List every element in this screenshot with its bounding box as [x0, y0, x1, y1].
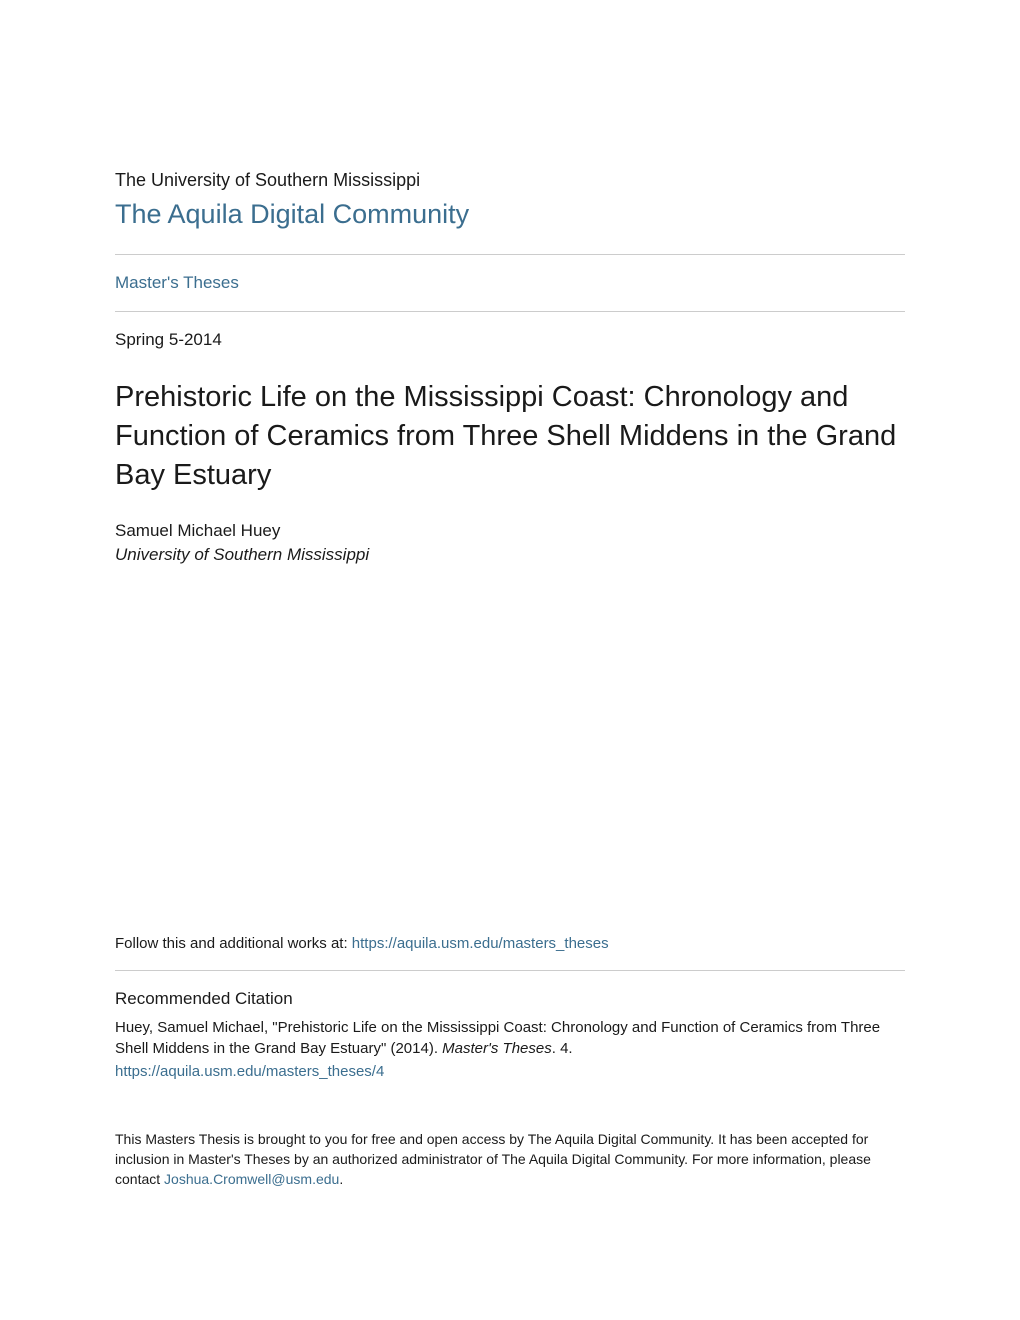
- contact-email-link[interactable]: Joshua.Cromwell@usm.edu: [164, 1171, 339, 1187]
- citation-part2: . 4.: [552, 1040, 573, 1057]
- follow-link[interactable]: https://aquila.usm.edu/masters_theses: [352, 935, 609, 952]
- citation-text: Huey, Samuel Michael, "Prehistoric Life …: [115, 1017, 905, 1082]
- community-link[interactable]: The Aquila Digital Community: [115, 199, 905, 230]
- university-name: The University of Southern Mississippi: [115, 170, 905, 191]
- footer-part2: .: [339, 1171, 343, 1187]
- content-spacer: [115, 565, 905, 935]
- author-name: Samuel Michael Huey: [115, 521, 905, 541]
- breadcrumb-link[interactable]: Master's Theses: [115, 255, 905, 311]
- footer-text: This Masters Thesis is brought to you fo…: [115, 1130, 905, 1189]
- follow-prefix: Follow this and additional works at:: [115, 935, 352, 952]
- citation-italic: Master's Theses: [442, 1040, 552, 1057]
- publication-date: Spring 5-2014: [115, 312, 905, 350]
- citation-heading: Recommended Citation: [115, 971, 905, 1009]
- document-title: Prehistoric Life on the Mississippi Coas…: [115, 378, 905, 495]
- citation-link[interactable]: https://aquila.usm.edu/masters_theses/4: [115, 1061, 905, 1082]
- follow-section: Follow this and additional works at: htt…: [115, 935, 905, 970]
- author-affiliation: University of Southern Mississippi: [115, 545, 905, 565]
